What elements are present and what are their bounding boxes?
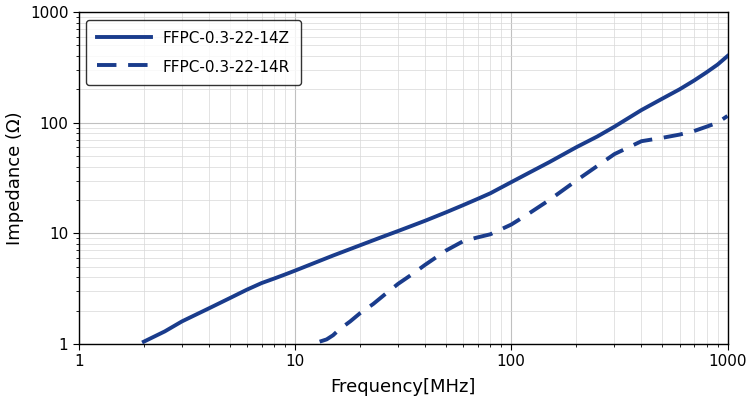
FFPC-0.3-22-14Z: [257, 281, 266, 286]
FFPC-0.3-22-14Z: [328, 253, 338, 258]
FFPC-0.3-22-14R: [328, 333, 338, 338]
FFPC-0.3-22-14Z: [675, 87, 684, 92]
FFPC-0.3-22-14Z: [459, 203, 468, 208]
Line: FFPC-0.3-22-14Z: FFPC-0.3-22-14Z: [144, 56, 728, 342]
FFPC-0.3-22-14Z: [421, 218, 430, 223]
FFPC-0.3-22-14R: [637, 139, 646, 144]
Line: FFPC-0.3-22-14R: FFPC-0.3-22-14R: [320, 116, 728, 342]
FFPC-0.3-22-14R: [507, 222, 516, 227]
FFPC-0.3-22-14Z: [394, 228, 403, 233]
FFPC-0.3-22-14R: [459, 239, 468, 244]
FFPC-0.3-22-14Z: [242, 287, 251, 292]
FFPC-0.3-22-14R: [315, 339, 324, 344]
FFPC-0.3-22-14Z: [496, 185, 506, 190]
FFPC-0.3-22-14R: [713, 120, 722, 125]
FFPC-0.3-22-14Z: [592, 134, 602, 139]
FFPC-0.3-22-14R: [658, 135, 667, 140]
FFPC-0.3-22-14R: [702, 124, 711, 129]
FFPC-0.3-22-14Z: [376, 235, 386, 240]
FFPC-0.3-22-14Z: [713, 62, 722, 67]
FFPC-0.3-22-14R: [421, 262, 430, 267]
FFPC-0.3-22-14Z: [160, 329, 170, 334]
FFPC-0.3-22-14Z: [689, 78, 698, 83]
FFPC-0.3-22-14Z: [486, 191, 495, 196]
FFPC-0.3-22-14Z: [507, 180, 516, 184]
FFPC-0.3-22-14Z: [637, 108, 646, 112]
FFPC-0.3-22-14R: [394, 281, 403, 286]
FFPC-0.3-22-14Z: [442, 210, 451, 215]
FFPC-0.3-22-14R: [524, 212, 532, 216]
FFPC-0.3-22-14Z: [356, 243, 364, 248]
FFPC-0.3-22-14Z: [205, 306, 214, 311]
FFPC-0.3-22-14Z: [544, 160, 554, 164]
FFPC-0.3-22-14Z: [269, 276, 278, 281]
FFPC-0.3-22-14Z: [280, 272, 290, 277]
FFPC-0.3-22-14Z: [473, 196, 482, 201]
FFPC-0.3-22-14R: [334, 327, 344, 332]
FFPC-0.3-22-14Z: [610, 124, 619, 129]
FFPC-0.3-22-14R: [675, 132, 684, 137]
FFPC-0.3-22-14R: [689, 129, 698, 134]
FFPC-0.3-22-14Z: [658, 96, 667, 101]
FFPC-0.3-22-14R: [473, 235, 482, 240]
FFPC-0.3-22-14R: [346, 319, 355, 324]
FFPC-0.3-22-14Z: [702, 70, 711, 75]
FFPC-0.3-22-14Z: [226, 296, 235, 300]
Y-axis label: Impedance (Ω): Impedance (Ω): [6, 111, 24, 245]
FFPC-0.3-22-14R: [572, 178, 580, 183]
FFPC-0.3-22-14Z: [524, 171, 532, 176]
FFPC-0.3-22-14R: [610, 152, 619, 156]
FFPC-0.3-22-14R: [486, 232, 495, 237]
FFPC-0.3-22-14R: [369, 302, 378, 306]
FFPC-0.3-22-14R: [544, 198, 554, 202]
FFPC-0.3-22-14R: [408, 272, 417, 276]
FFPC-0.3-22-14R: [322, 337, 331, 342]
FFPC-0.3-22-14Z: [723, 54, 732, 58]
FFPC-0.3-22-14Z: [290, 268, 299, 273]
FFPC-0.3-22-14R: [442, 248, 451, 253]
FFPC-0.3-22-14Z: [308, 262, 316, 266]
FFPC-0.3-22-14R: [723, 114, 732, 118]
FFPC-0.3-22-14Z: [178, 319, 187, 324]
FFPC-0.3-22-14Z: [140, 339, 148, 344]
FFPC-0.3-22-14R: [356, 311, 364, 316]
FFPC-0.3-22-14Z: [572, 145, 580, 150]
FFPC-0.3-22-14R: [380, 292, 389, 297]
X-axis label: Frequency[MHz]: Frequency[MHz]: [331, 378, 476, 396]
Legend: FFPC-0.3-22-14Z, FFPC-0.3-22-14R: FFPC-0.3-22-14Z, FFPC-0.3-22-14R: [86, 20, 301, 85]
